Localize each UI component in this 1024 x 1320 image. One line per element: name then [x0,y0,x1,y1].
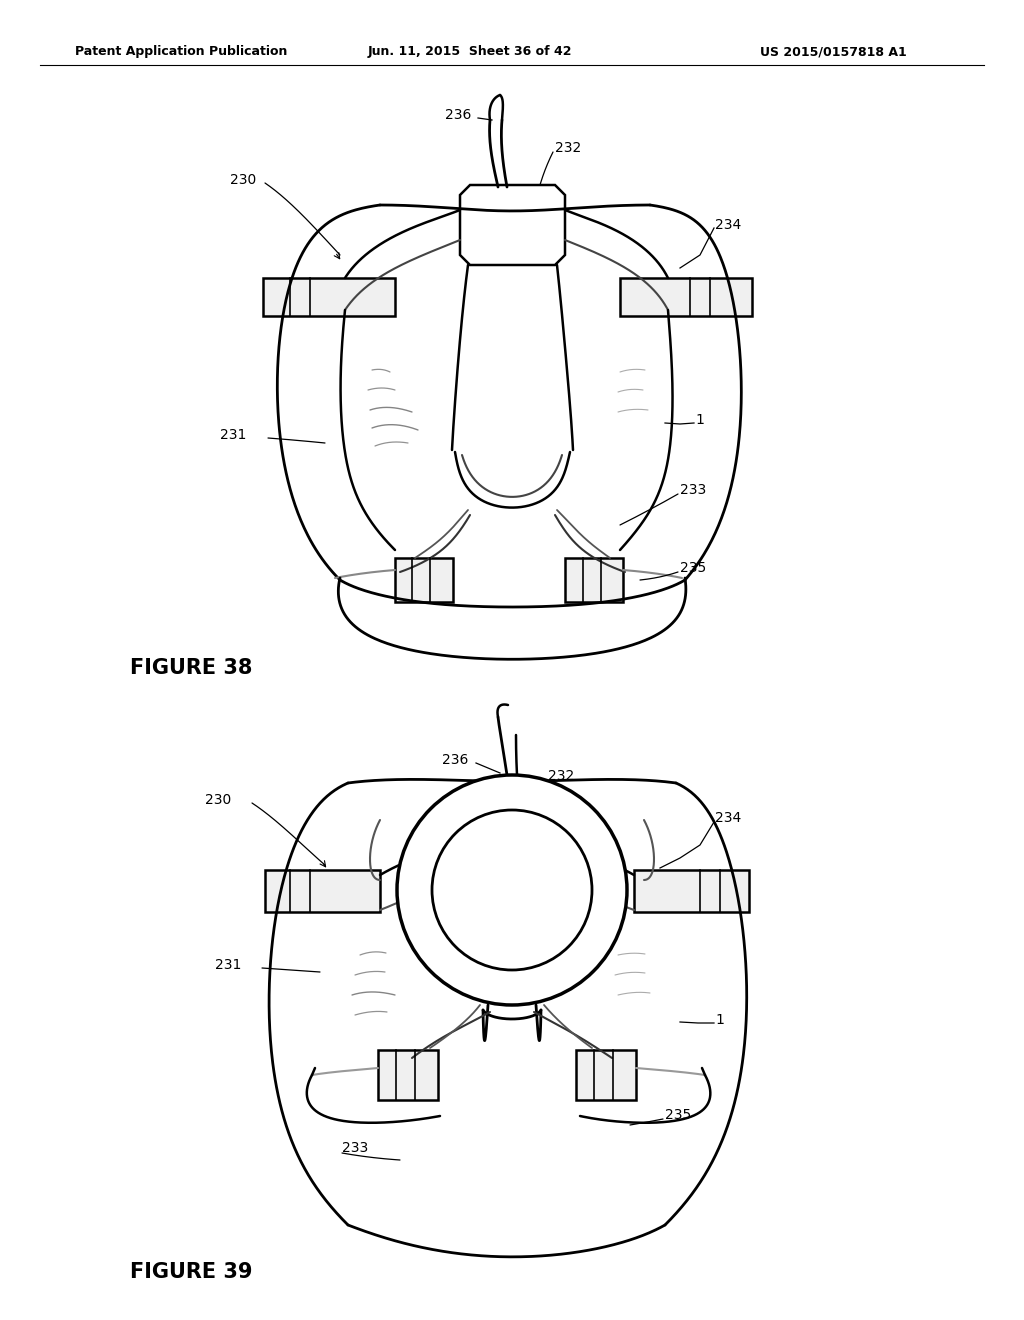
FancyBboxPatch shape [634,870,749,912]
Text: FIGURE 38: FIGURE 38 [130,657,252,678]
Text: 235: 235 [680,561,707,576]
FancyBboxPatch shape [575,1049,636,1100]
Text: 232: 232 [548,770,574,783]
FancyBboxPatch shape [378,1049,438,1100]
FancyBboxPatch shape [395,558,453,602]
Text: 1: 1 [715,1012,724,1027]
Text: 232: 232 [555,141,582,154]
Text: 235: 235 [665,1107,691,1122]
Text: 231: 231 [220,428,247,442]
Text: US 2015/0157818 A1: US 2015/0157818 A1 [760,45,906,58]
FancyBboxPatch shape [265,870,380,912]
Text: FIGURE 39: FIGURE 39 [130,1262,253,1282]
Text: 234: 234 [715,810,741,825]
Polygon shape [460,185,565,265]
Text: 234: 234 [715,218,741,232]
Text: Jun. 11, 2015  Sheet 36 of 42: Jun. 11, 2015 Sheet 36 of 42 [368,45,572,58]
Text: 233: 233 [680,483,707,498]
Text: 233: 233 [342,1140,369,1155]
FancyBboxPatch shape [263,279,395,315]
Text: 230: 230 [230,173,256,187]
Circle shape [432,810,592,970]
FancyBboxPatch shape [565,558,623,602]
Text: 236: 236 [445,108,471,121]
Text: 231: 231 [215,958,242,972]
Text: 230: 230 [205,793,231,807]
Text: 1: 1 [695,413,703,426]
Text: 236: 236 [442,752,468,767]
Circle shape [397,775,627,1005]
FancyBboxPatch shape [620,279,752,315]
Text: Patent Application Publication: Patent Application Publication [75,45,288,58]
